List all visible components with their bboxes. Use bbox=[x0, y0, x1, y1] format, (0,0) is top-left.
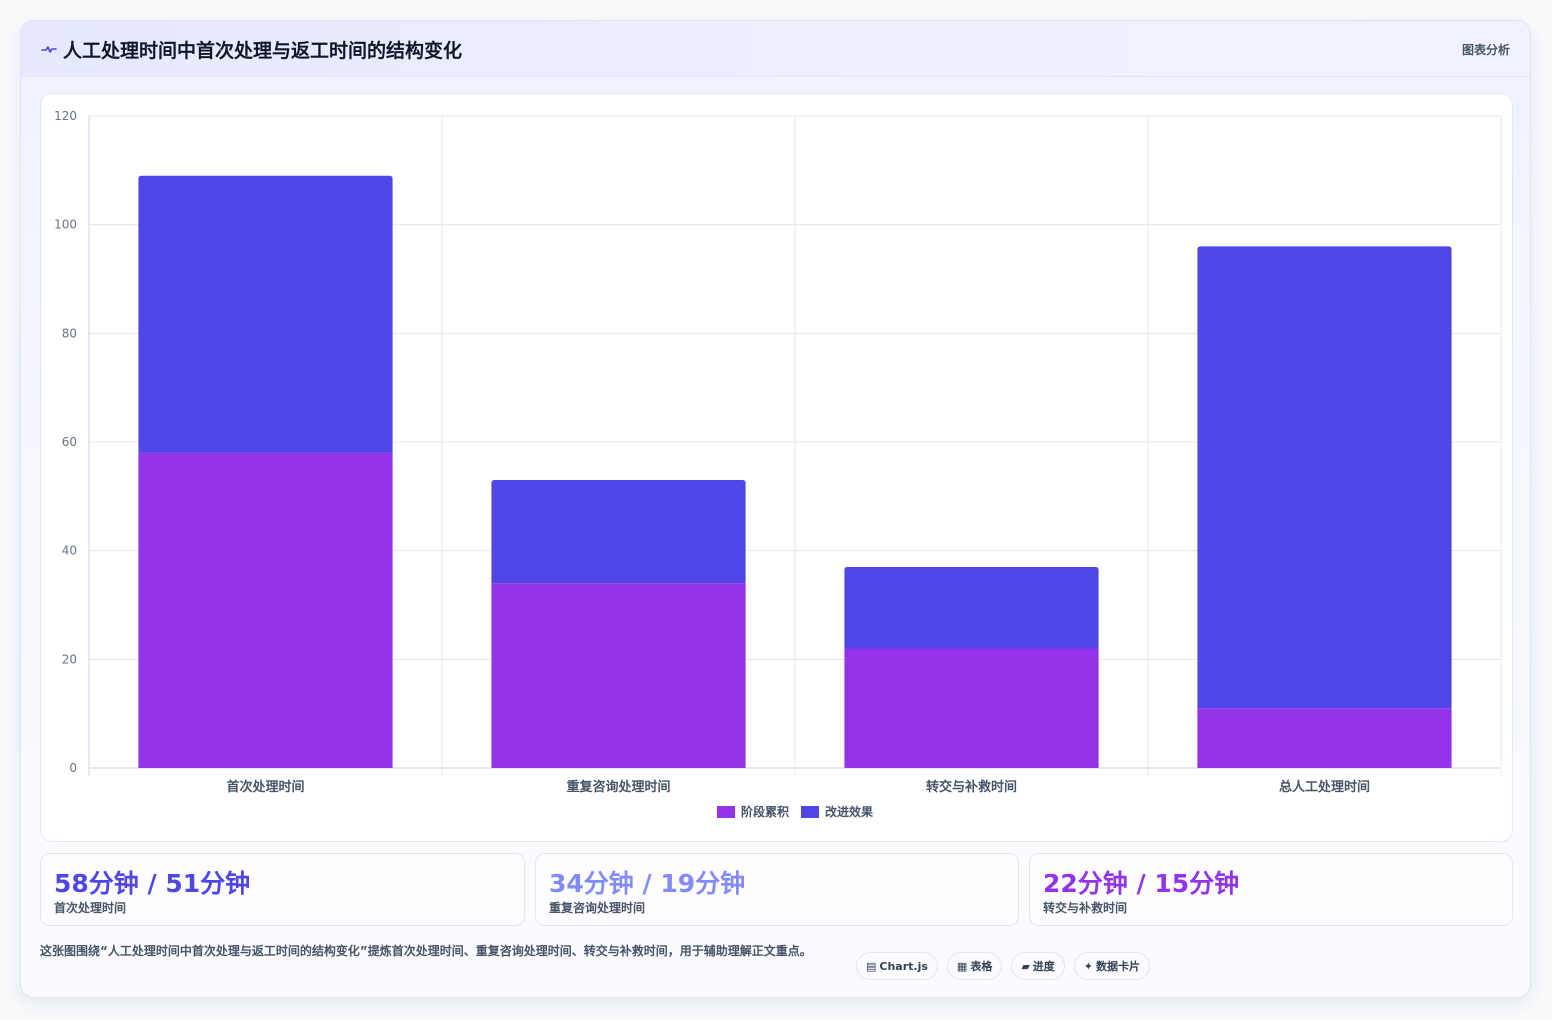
chart-analysis-tag: 图表分析 bbox=[1461, 43, 1510, 57]
legend-label: 改进效果 bbox=[825, 804, 873, 819]
legend-swatch bbox=[717, 806, 735, 818]
legend-label: 阶段累积 bbox=[741, 804, 789, 819]
bar-segment bbox=[491, 480, 746, 584]
chip-label: 进度 bbox=[1032, 960, 1055, 973]
chip-label: Chart.js bbox=[879, 959, 928, 973]
progress-icon: ▰ bbox=[1021, 959, 1030, 973]
stat-card-repeat-inquiry: 34分钟 / 19分钟 重复咨询处理时间 bbox=[535, 853, 1019, 926]
bar-segment bbox=[844, 648, 1099, 768]
y-tick-label: 80 bbox=[62, 326, 77, 340]
chip-table[interactable]: ▦ 表格 bbox=[946, 952, 1003, 980]
pulse-icon bbox=[41, 46, 57, 53]
legend-swatch bbox=[801, 806, 819, 818]
y-tick-label: 40 bbox=[62, 544, 77, 558]
chart-card: 人工处理时间中首次处理与返工时间的结构变化 图表分析 0 20 40 60 80 100 1… bbox=[20, 20, 1531, 998]
x-tick-label: 首次处理时间 bbox=[226, 779, 304, 795]
y-tick-label: 120 bbox=[54, 109, 77, 123]
chip-progress[interactable]: ▰ 进度 bbox=[1011, 952, 1065, 980]
stat-card-first-handling: 58分钟 / 51分钟 首次处理时间 bbox=[40, 853, 525, 926]
chart-icon: ▤ bbox=[866, 959, 877, 973]
x-tick-label: 总人工处理时间 bbox=[1279, 779, 1370, 795]
stat-label: 转交与补救时间 bbox=[1043, 901, 1128, 915]
y-tick-label: 0 bbox=[69, 761, 77, 775]
chart-container: 0 20 40 60 80 100 120 首次处理时间 重复咨询处理时间 转交与补救时间 总人工处… bbox=[40, 93, 1513, 842]
y-tick-label: 60 bbox=[62, 435, 77, 449]
x-tick-label: 重复咨询处理时间 bbox=[566, 779, 670, 795]
bar-segment bbox=[1197, 246, 1452, 709]
bar-segment bbox=[844, 566, 1099, 649]
bar-segment bbox=[138, 175, 393, 453]
stat-card-transfer-remedy: 22分钟 / 15分钟 转交与补救时间 bbox=[1029, 853, 1513, 926]
bar-segment bbox=[138, 452, 393, 768]
chip-data-card[interactable]: ✦ 数据卡片 bbox=[1073, 952, 1151, 980]
stat-value: 22分钟 / 15分钟 bbox=[1043, 869, 1240, 898]
table-icon: ▦ bbox=[956, 959, 968, 973]
bar-segment bbox=[1197, 708, 1452, 768]
chip-label: 数据卡片 bbox=[1096, 960, 1141, 973]
stat-label: 首次处理时间 bbox=[54, 901, 127, 915]
page-title: 人工处理时间中首次处理与返工时间的结构变化 bbox=[63, 40, 463, 62]
chip-label: 表格 bbox=[970, 960, 993, 973]
bar-segment bbox=[491, 583, 746, 768]
stat-value: 58分钟 / 51分钟 bbox=[54, 869, 251, 898]
feature-chips: ▤ Chart.js ▦ 表格 ▰ 进度 ✦ 数据卡片 bbox=[856, 952, 1151, 980]
stat-label: 重复咨询处理时间 bbox=[549, 901, 646, 915]
y-tick-label: 20 bbox=[62, 652, 77, 666]
card-header: 人工处理时间中首次处理与返工时间的结构变化 图表分析 bbox=[21, 21, 1530, 77]
sparkle-icon: ✦ bbox=[1083, 959, 1094, 973]
stacked-bar-chart: 0 20 40 60 80 100 120 首次处理时间 重复咨询处理时间 转交与补救时间 总人工处… bbox=[54, 109, 1502, 819]
chip-chartjs[interactable]: ▤ Chart.js bbox=[856, 952, 938, 980]
x-tick-label: 转交与补救时间 bbox=[926, 779, 1017, 795]
stat-value: 34分钟 / 19分钟 bbox=[549, 869, 746, 898]
y-tick-label: 100 bbox=[54, 218, 77, 232]
chart-description: 这张图围绕“人工处理时间中首次处理与返工时间的结构变化”提炼首次处理时间、重复咨… bbox=[40, 944, 812, 958]
